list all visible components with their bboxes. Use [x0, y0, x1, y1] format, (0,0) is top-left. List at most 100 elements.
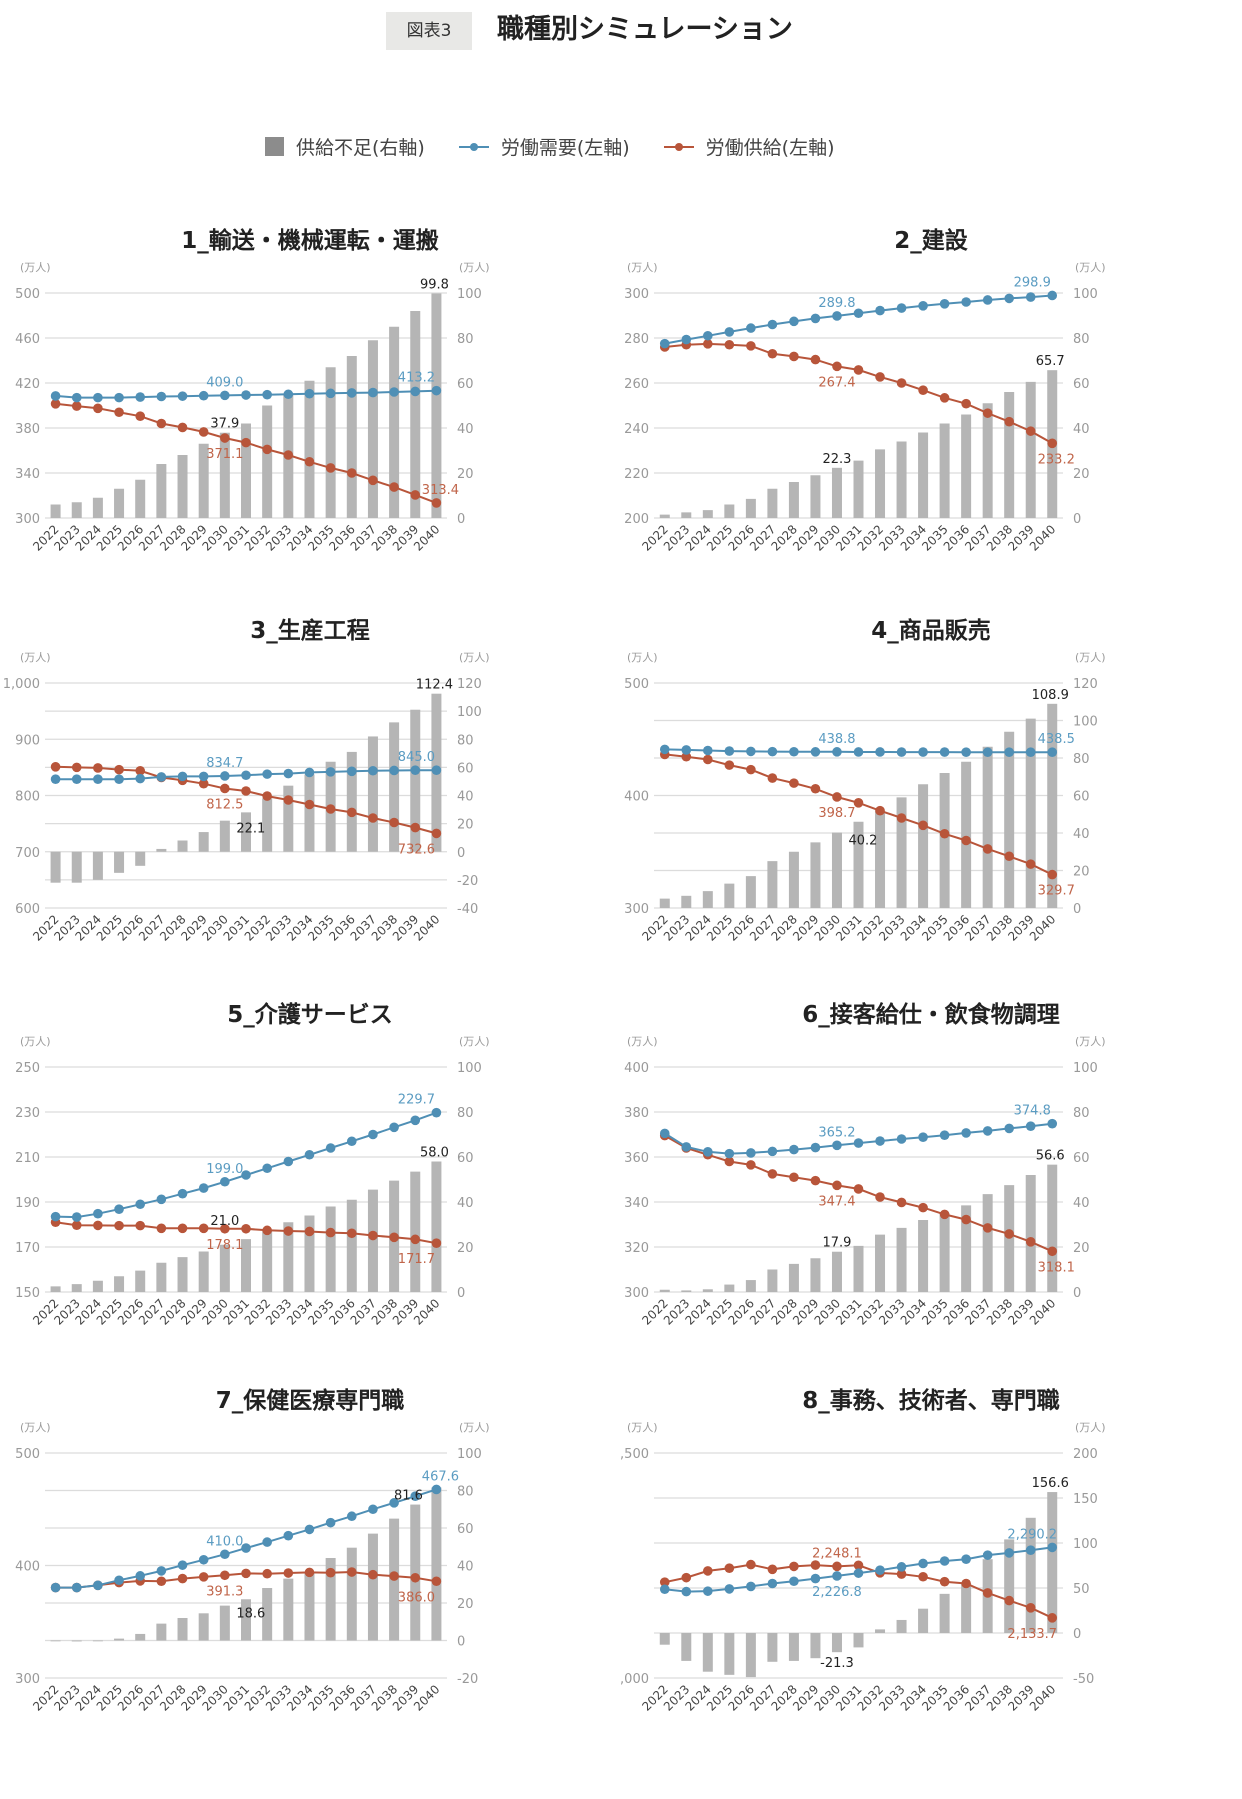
supply-point — [177, 1573, 188, 1584]
right-axis-tick: 150 — [1073, 1492, 1098, 1507]
supply-point — [325, 1567, 336, 1578]
shortage-bar — [939, 1213, 950, 1292]
shortage-bar — [1047, 1492, 1058, 1633]
supply-data-label: 171.7 — [398, 1252, 435, 1267]
supply-point — [789, 778, 799, 788]
chart-title: 8_事務、技術者、専門職 — [802, 1387, 1060, 1414]
supply-point — [961, 1214, 971, 1225]
left-axis-unit: (万人) — [20, 1035, 51, 1048]
demand-data-label: 845.0 — [398, 750, 435, 765]
supply-point — [896, 1569, 907, 1579]
shortage-bar — [156, 1623, 167, 1641]
demand-point — [659, 1128, 670, 1139]
demand-point — [746, 1148, 756, 1158]
left-axis-tick: 300 — [15, 1672, 40, 1687]
demand-data-label: 374.8 — [1014, 1104, 1051, 1119]
shortage-bar — [367, 340, 378, 518]
supply-point — [918, 1571, 928, 1582]
shortage-bar — [241, 812, 251, 852]
supply-point — [961, 1578, 971, 1589]
supply-point — [283, 795, 294, 805]
left-axis-tick: 220 — [624, 467, 649, 482]
supply-point — [1047, 869, 1058, 880]
demand-point — [746, 746, 756, 757]
demand-point — [724, 327, 735, 337]
supply-data-label: 812.5 — [206, 797, 243, 812]
shortage-bar — [177, 840, 188, 852]
shortage-bar — [853, 460, 864, 518]
demand-point — [853, 747, 864, 757]
demand-point — [410, 386, 421, 397]
supply-data-label: 313.4 — [422, 483, 459, 498]
demand-point — [431, 765, 442, 775]
demand-point — [961, 1128, 971, 1138]
shortage-bar — [1004, 1539, 1015, 1633]
right-axis-tick: 0 — [1073, 1286, 1081, 1301]
supply-point — [241, 786, 251, 796]
shortage-bar — [92, 1280, 103, 1292]
supply-point — [50, 399, 61, 409]
left-axis-tick: 1,000 — [3, 677, 40, 692]
demand-point — [896, 303, 907, 313]
shortage-data-label: 58.0 — [420, 1146, 449, 1161]
supply-point — [93, 1220, 103, 1231]
demand-point — [177, 1560, 188, 1570]
left-axis-tick: 230 — [15, 1106, 40, 1121]
left-axis-tick: 600 — [15, 902, 40, 917]
supply-point — [156, 418, 167, 429]
demand-point — [71, 392, 82, 403]
shortage-bar — [982, 403, 993, 518]
shortage-bar — [346, 751, 357, 852]
shortage-bar — [961, 414, 972, 518]
left-axis-tick: 300 — [624, 902, 649, 917]
demand-point — [746, 323, 756, 333]
shortage-data-label: 17.9 — [822, 1236, 851, 1251]
right-axis-tick: 80 — [1073, 1106, 1090, 1121]
left-axis-tick: 400 — [624, 1061, 649, 1076]
shortage-bar — [156, 1262, 167, 1292]
demand-point — [918, 301, 928, 311]
supply-data-label: 267.4 — [818, 375, 855, 390]
shortage-bar — [810, 1633, 821, 1659]
shortage-bar — [92, 1640, 103, 1642]
supply-point — [659, 1577, 670, 1587]
right-axis-tick: 0 — [457, 846, 465, 861]
demand-data-label: 2,226.8 — [812, 1585, 862, 1600]
supply-point — [982, 844, 993, 854]
demand-point — [896, 747, 907, 757]
right-axis-tick: 100 — [457, 287, 482, 302]
shortage-bar — [853, 1633, 864, 1648]
supply-point — [410, 1234, 421, 1245]
demand-point — [832, 1571, 842, 1581]
right-axis-tick: 40 — [457, 790, 474, 805]
supply-point — [389, 1232, 399, 1243]
legend-line-marker-icon — [458, 142, 489, 152]
demand-point — [681, 1586, 692, 1597]
supply-point — [875, 1192, 885, 1202]
shortage-bar — [198, 443, 209, 518]
shortage-bar — [788, 482, 799, 518]
supply-data-label: 386.0 — [398, 1590, 435, 1605]
shortage-bar — [831, 467, 842, 518]
supply-point — [93, 763, 103, 773]
right-axis-tick: 20 — [457, 1241, 474, 1256]
right-axis-tick: 20 — [457, 818, 474, 833]
shortage-bar — [896, 797, 907, 908]
demand-point — [283, 1530, 294, 1541]
shortage-bar — [325, 1558, 336, 1641]
supply-point — [114, 764, 124, 775]
demand-point — [961, 297, 971, 307]
supply-point — [703, 339, 713, 349]
supply-data-label: 732.6 — [398, 842, 435, 857]
demand-point — [982, 1550, 993, 1560]
right-axis-tick: 80 — [457, 1106, 474, 1121]
supply-point — [875, 372, 885, 382]
right-axis-unit: (万人) — [1075, 261, 1106, 274]
supply-point — [346, 468, 357, 478]
shortage-bar — [177, 1618, 188, 1641]
supply-point — [50, 762, 61, 772]
shortage-bar — [681, 1633, 692, 1661]
right-axis-tick: 40 — [457, 1196, 474, 1211]
chart-title: 1_輸送・機械運転・運搬 — [181, 227, 439, 254]
demand-data-label: 413.2 — [398, 371, 435, 386]
